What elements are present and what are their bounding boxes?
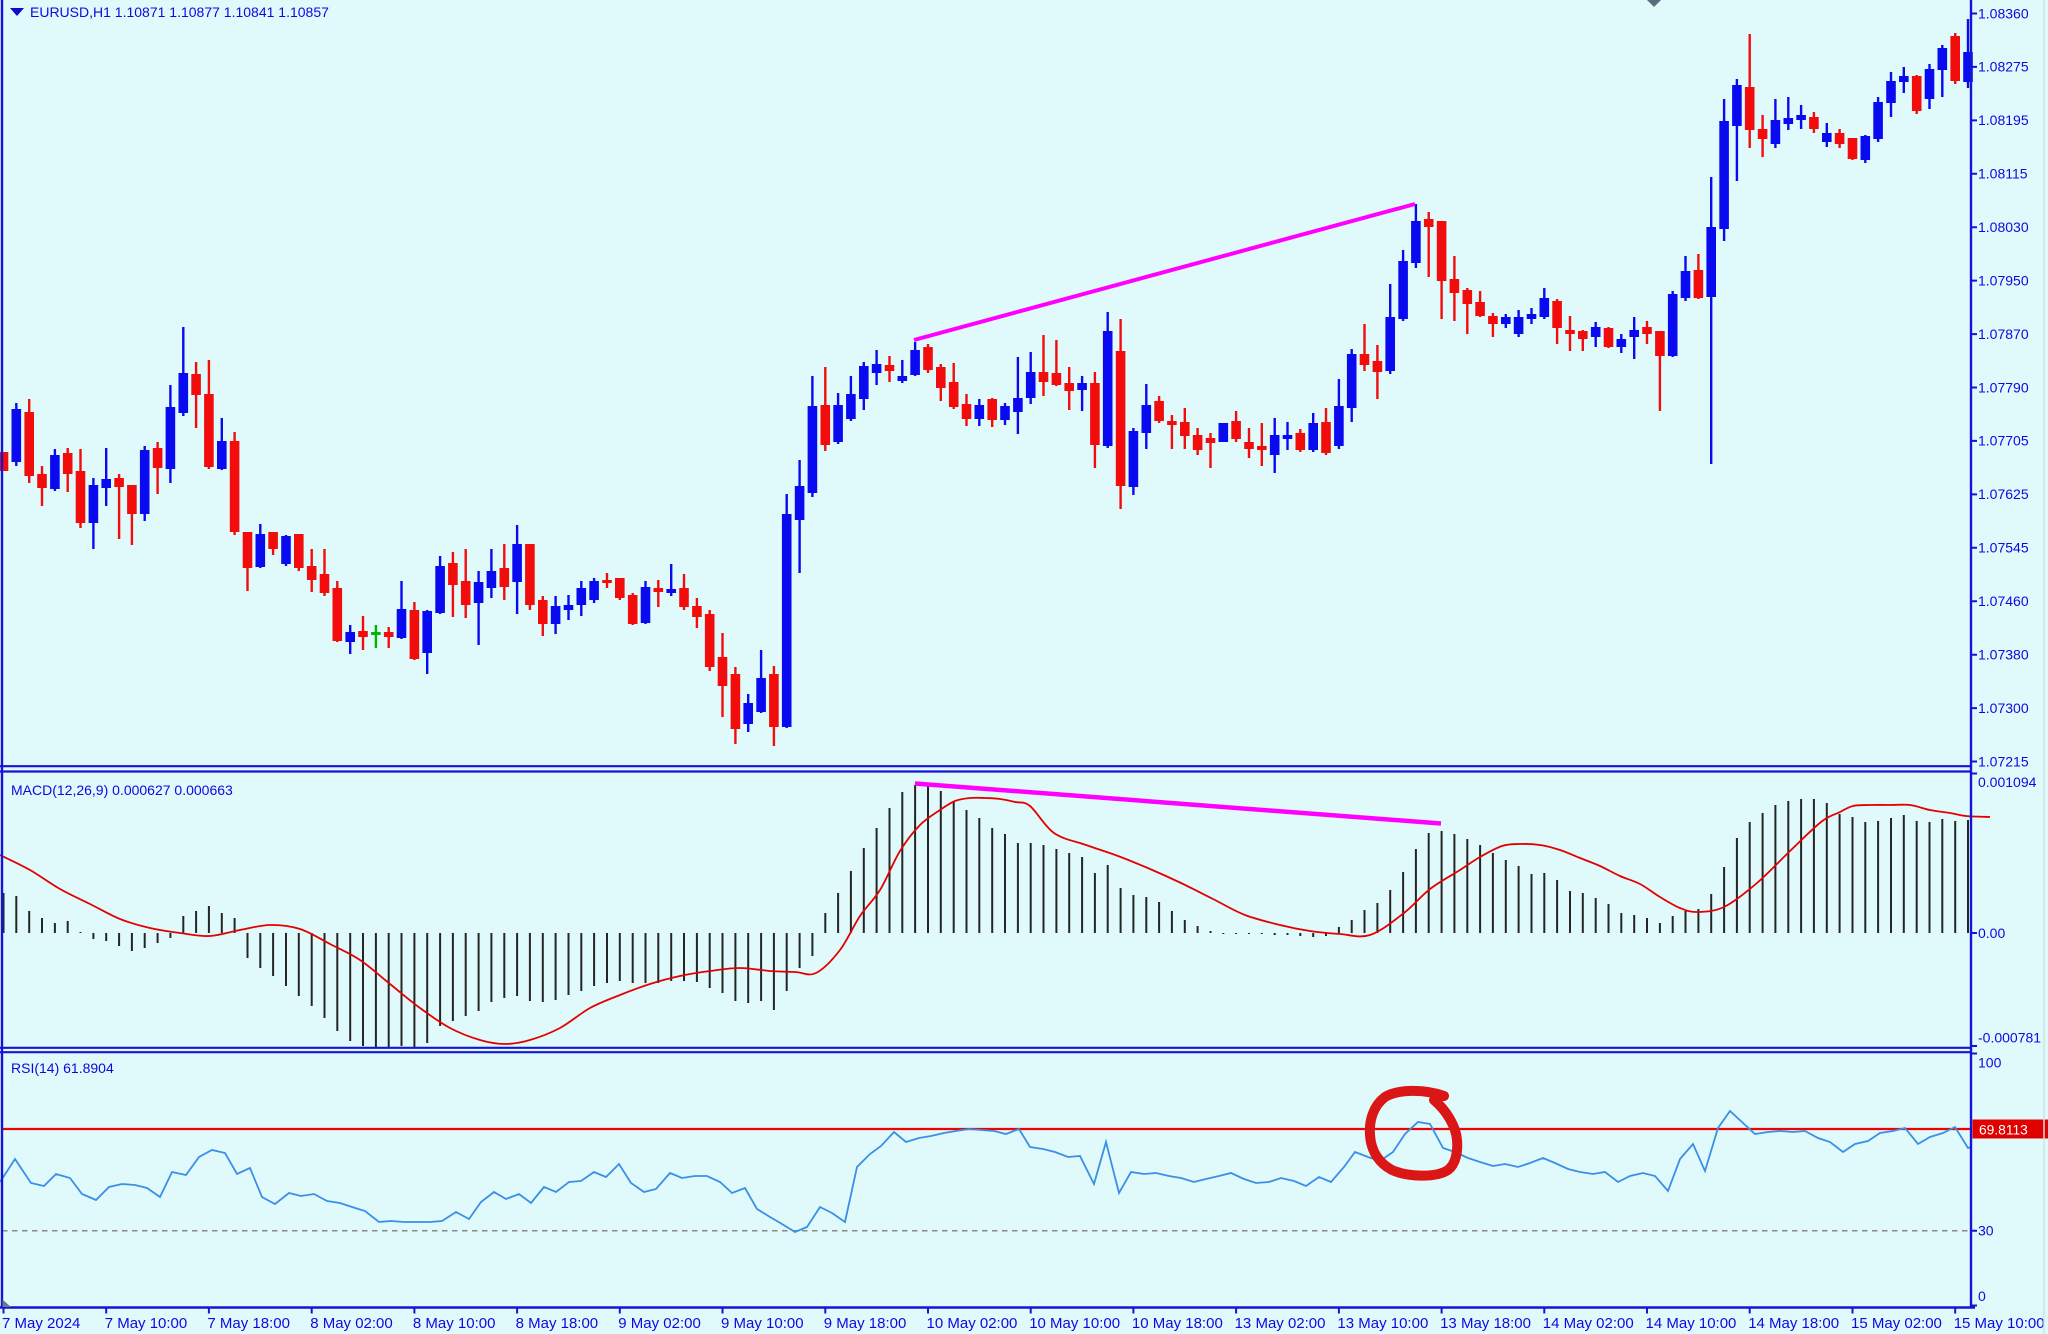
svg-text:1.08360: 1.08360 [1978, 5, 2029, 21]
svg-text:8 May 02:00: 8 May 02:00 [310, 1315, 393, 1332]
svg-text:1.08195: 1.08195 [1978, 112, 2029, 128]
svg-text:14 May 10:00: 14 May 10:00 [1646, 1315, 1737, 1332]
svg-text:1.07950: 1.07950 [1978, 272, 2029, 288]
svg-text:7 May 10:00: 7 May 10:00 [105, 1315, 188, 1332]
svg-text:1.07625: 1.07625 [1978, 486, 2029, 502]
svg-text:EURUSD,H1 1.10871 1.10877 1.1: EURUSD,H1 1.10871 1.10877 1.10841 1.1085… [30, 4, 329, 20]
svg-text:1.07380: 1.07380 [1978, 647, 2029, 663]
svg-text:10 May 10:00: 10 May 10:00 [1029, 1315, 1120, 1332]
svg-text:13 May 10:00: 13 May 10:00 [1337, 1315, 1428, 1332]
svg-text:1.07300: 1.07300 [1978, 700, 2029, 716]
svg-text:15 May 02:00: 15 May 02:00 [1851, 1315, 1942, 1332]
svg-text:69.8113: 69.8113 [1979, 1123, 2028, 1138]
svg-text:30: 30 [1978, 1223, 1994, 1239]
svg-text:0: 0 [1978, 1288, 1986, 1304]
svg-text:15 May 10:00: 15 May 10:00 [1954, 1315, 2045, 1332]
svg-text:0.00: 0.00 [1978, 925, 2005, 941]
svg-text:9 May 02:00: 9 May 02:00 [618, 1315, 701, 1332]
svg-text:14 May 18:00: 14 May 18:00 [1748, 1315, 1839, 1332]
svg-text:13 May 18:00: 13 May 18:00 [1440, 1315, 1531, 1332]
svg-text:MACD(12,26,9) 0.000627 0.00066: MACD(12,26,9) 0.000627 0.000663 [11, 782, 233, 798]
svg-text:7 May 2024: 7 May 2024 [2, 1315, 80, 1332]
svg-text:13 May 02:00: 13 May 02:00 [1235, 1315, 1326, 1332]
svg-text:1.07870: 1.07870 [1978, 326, 2029, 342]
svg-text:8 May 10:00: 8 May 10:00 [413, 1315, 496, 1332]
svg-text:14 May 02:00: 14 May 02:00 [1543, 1315, 1634, 1332]
svg-text:7 May 18:00: 7 May 18:00 [207, 1315, 290, 1332]
svg-text:0.001094: 0.001094 [1978, 774, 2037, 790]
svg-text:1.07545: 1.07545 [1978, 540, 2029, 556]
svg-text:9 May 18:00: 9 May 18:00 [824, 1315, 907, 1332]
svg-text:100: 100 [1978, 1054, 2002, 1070]
svg-text:RSI(14) 61.8904: RSI(14) 61.8904 [11, 1060, 114, 1076]
svg-text:1.07790: 1.07790 [1978, 379, 2029, 395]
svg-text:1.07705: 1.07705 [1978, 433, 2029, 449]
svg-text:10 May 18:00: 10 May 18:00 [1132, 1315, 1223, 1332]
svg-text:9 May 10:00: 9 May 10:00 [721, 1315, 804, 1332]
svg-text:8 May 18:00: 8 May 18:00 [516, 1315, 599, 1332]
svg-text:1.07460: 1.07460 [1978, 593, 2029, 609]
svg-text:1.08030: 1.08030 [1978, 219, 2029, 235]
svg-text:10 May 02:00: 10 May 02:00 [927, 1315, 1018, 1332]
svg-text:-0.000781: -0.000781 [1978, 1029, 2041, 1045]
svg-text:1.08275: 1.08275 [1978, 59, 2029, 75]
svg-text:1.07215: 1.07215 [1978, 753, 2029, 769]
svg-text:1.08115: 1.08115 [1978, 166, 2028, 182]
